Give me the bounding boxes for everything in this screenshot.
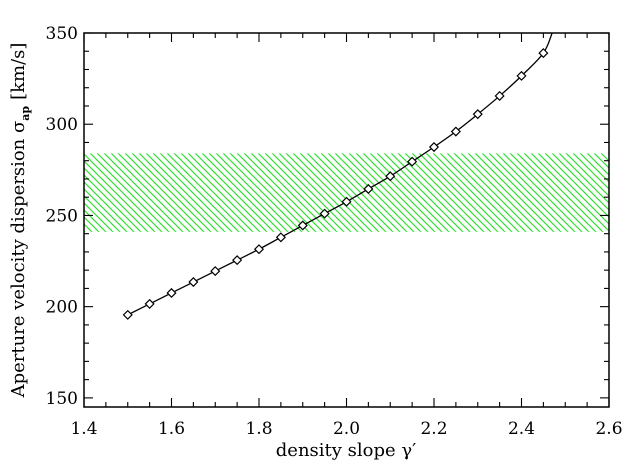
- marker-layer: [122, 48, 549, 320]
- x-tick-label: 1.6: [158, 419, 185, 439]
- data-point: [275, 232, 286, 243]
- plot-frame: [83, 32, 610, 408]
- data-point: [363, 183, 374, 195]
- x-tick-label: 1.8: [245, 419, 272, 439]
- constraint-band: [84, 153, 609, 232]
- data-point: [428, 141, 440, 153]
- y-tick-label: 150: [46, 389, 78, 409]
- x-tick-label: 2.6: [595, 419, 622, 439]
- data-point: [450, 126, 461, 137]
- y-axis-label-main: Aperture velocity dispersion σ: [8, 121, 29, 399]
- tick-label-layer: 1.4 1.6 1.8 2.0 2.2 2.4 2.6 150 200 250 300 350: [46, 24, 623, 439]
- x-tick-label: 2.4: [508, 419, 535, 439]
- y-tick-label: 350: [46, 24, 78, 44]
- constraint-band-layer: [84, 153, 609, 232]
- data-point: [297, 220, 308, 231]
- data-point: [385, 171, 396, 182]
- data-point: [166, 287, 177, 299]
- y-tick-label: 300: [46, 115, 78, 135]
- data-point: [144, 298, 155, 309]
- y-axis-label-unit: [km/s]: [8, 43, 29, 100]
- y-tick-label: 200: [46, 298, 78, 318]
- data-point: [538, 48, 549, 59]
- data-point: [122, 309, 133, 320]
- data-point: [188, 276, 199, 288]
- x-tick-label: 2.2: [420, 419, 447, 439]
- data-point: [319, 208, 330, 219]
- data-point: [472, 109, 483, 120]
- data-point: [210, 266, 221, 277]
- y-axis-label: Aperture velocity dispersion σap [km/s]: [8, 43, 32, 399]
- x-tick-label: 2.0: [333, 419, 360, 439]
- tick-layer: [83, 32, 610, 407]
- data-point: [516, 70, 527, 81]
- data-point: [407, 156, 418, 167]
- x-axis-label: density slope γ′: [276, 440, 416, 461]
- data-point: [232, 255, 243, 266]
- y-tick-label: 250: [46, 206, 78, 226]
- x-tick-label: 1.4: [70, 419, 97, 439]
- y-axis-label-subscript: ap: [19, 106, 32, 121]
- data-point: [494, 90, 505, 101]
- data-point: [253, 244, 265, 255]
- data-point: [341, 196, 352, 207]
